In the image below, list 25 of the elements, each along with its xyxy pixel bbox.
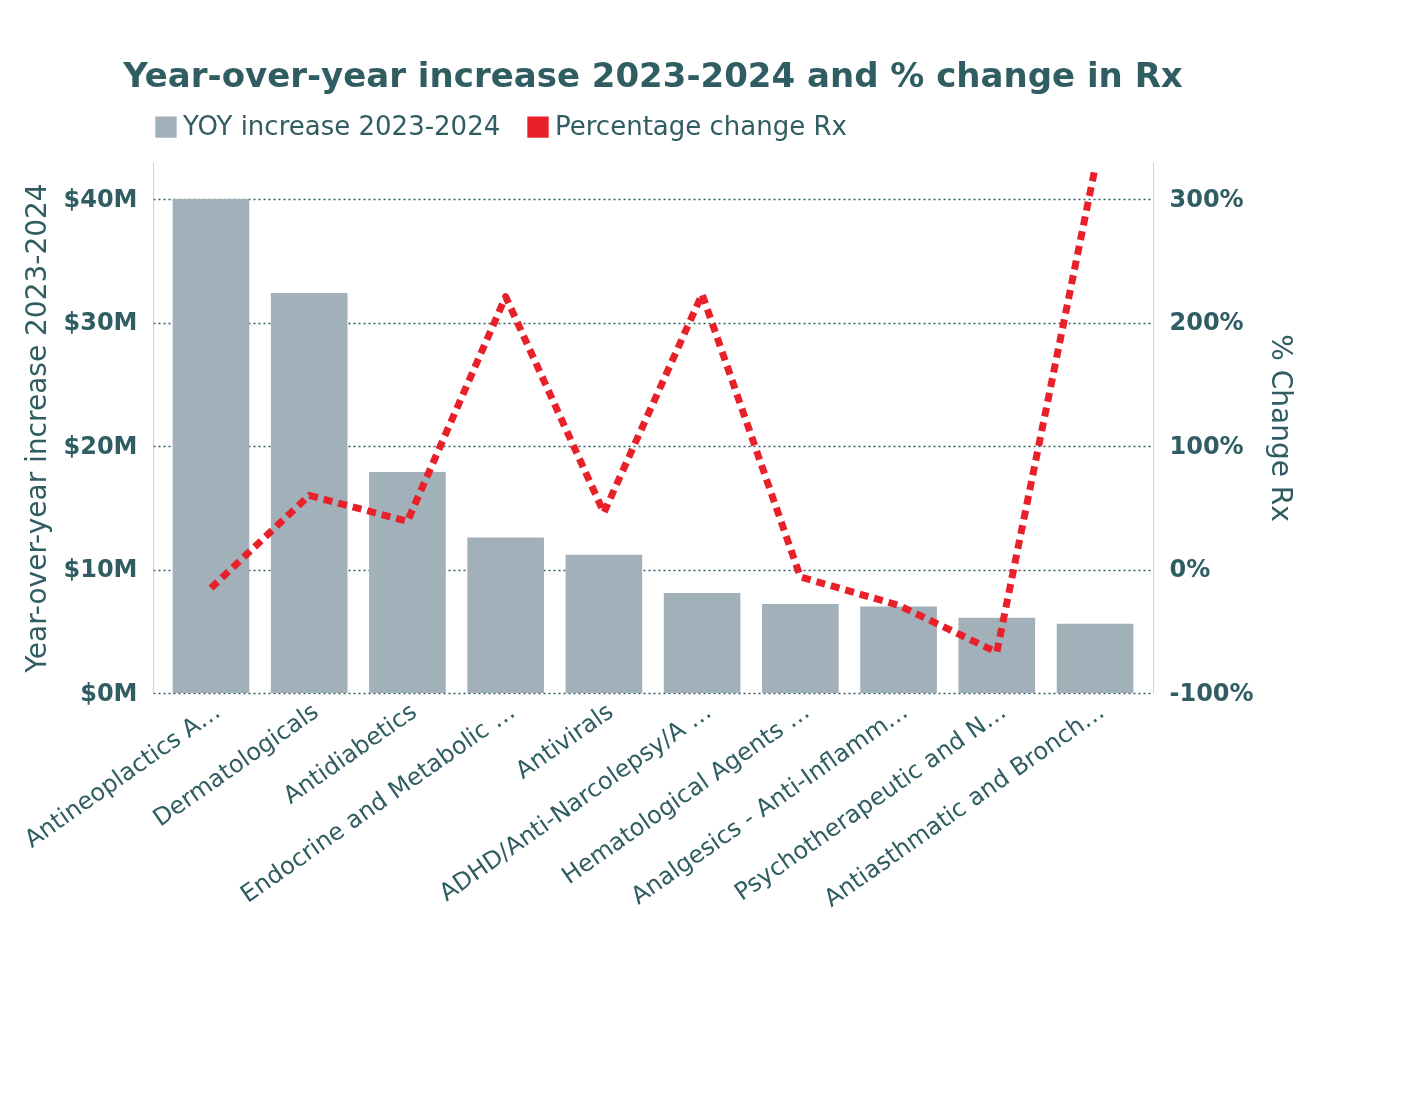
bar <box>958 617 1036 693</box>
y-tick-label: $0M <box>80 678 138 707</box>
legend-label: YOY increase 2023-2024 <box>182 111 501 142</box>
bar <box>172 199 250 693</box>
bar <box>663 592 741 693</box>
y-tick-label: $20M <box>63 431 138 460</box>
y2-tick-label: 0% <box>1169 555 1211 584</box>
bar <box>1056 623 1134 693</box>
y2-tick-label: 200% <box>1169 308 1244 337</box>
legend-label: Percentage change Rx <box>555 111 847 142</box>
y-tick-label: $10M <box>63 555 138 584</box>
y2-tick-label: -100% <box>1169 678 1254 707</box>
bar <box>467 537 544 693</box>
y2-tick-label: 300% <box>1169 184 1244 213</box>
y2-tick-label: 100% <box>1169 431 1244 460</box>
bar <box>860 606 937 693</box>
bar <box>369 471 446 693</box>
y2-axis-title: % Change Rx <box>1264 334 1298 522</box>
bar <box>762 604 839 693</box>
chart-title: Year-over-year increase 2023-2024 and % change in Rx <box>122 55 1183 95</box>
y-tick-label: $40M <box>63 184 138 213</box>
y-tick-label: $30M <box>63 308 138 337</box>
bar <box>565 554 643 693</box>
y-axis-title: Year-over-year increase 2023-2024 <box>19 183 53 674</box>
bar <box>270 292 348 693</box>
